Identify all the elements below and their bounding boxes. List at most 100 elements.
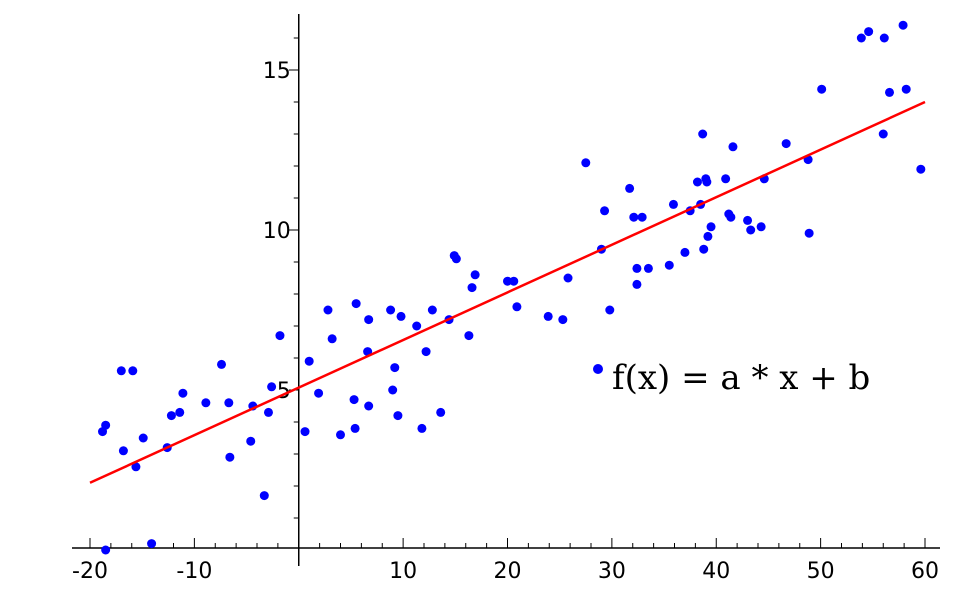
data-point <box>817 84 827 94</box>
data-point <box>246 436 256 446</box>
data-point <box>885 87 895 97</box>
data-point <box>275 331 285 341</box>
data-point <box>386 305 396 315</box>
data-point <box>879 33 889 43</box>
annotation-marker <box>593 364 603 374</box>
data-point <box>692 177 702 187</box>
data-point <box>304 356 314 366</box>
data-point <box>327 334 337 344</box>
data-point <box>421 347 431 357</box>
data-point <box>581 158 591 168</box>
data-points <box>98 20 926 555</box>
annotation-group: f(x) = a * x + b <box>593 358 870 398</box>
data-point <box>393 411 403 421</box>
data-point <box>323 305 333 315</box>
data-point <box>138 433 148 443</box>
fit-line-group <box>89 100 926 484</box>
data-point <box>509 276 519 286</box>
data-point <box>390 363 400 373</box>
data-point <box>118 446 128 456</box>
y-tick-label: 15 <box>263 59 291 84</box>
data-point <box>417 423 427 433</box>
data-point <box>600 206 610 216</box>
x-tick-label: 20 <box>494 559 522 584</box>
data-point <box>706 222 716 232</box>
data-point <box>116 366 126 376</box>
data-point <box>664 260 674 270</box>
data-point <box>804 228 814 238</box>
data-point <box>436 407 446 417</box>
data-point <box>856 33 866 43</box>
data-point <box>878 129 888 139</box>
data-point <box>467 283 477 293</box>
data-point <box>263 407 273 417</box>
fit-annotation: f(x) = a * x + b <box>612 358 870 398</box>
data-point <box>637 212 647 222</box>
data-point <box>300 427 310 437</box>
x-tick-label: 30 <box>598 559 626 584</box>
data-point <box>563 273 573 283</box>
data-point <box>349 395 359 405</box>
data-point <box>901 84 911 94</box>
data-point <box>503 276 512 286</box>
data-point <box>388 385 398 395</box>
data-point <box>702 177 712 187</box>
data-point <box>632 279 642 289</box>
x-tick-label: -20 <box>72 559 108 584</box>
data-point <box>427 305 437 315</box>
data-point <box>680 247 690 257</box>
data-point <box>558 315 568 325</box>
x-tick-label: 50 <box>807 559 835 584</box>
data-point <box>364 401 374 411</box>
x-tick-label: -10 <box>176 559 212 584</box>
data-point <box>721 174 731 184</box>
data-point <box>743 215 753 225</box>
data-point <box>178 388 188 398</box>
data-point <box>101 420 111 430</box>
data-point <box>412 321 422 331</box>
data-point <box>128 366 138 376</box>
data-point <box>726 212 736 222</box>
data-point <box>898 20 908 30</box>
data-point <box>625 183 635 193</box>
data-point <box>259 491 269 501</box>
data-point <box>217 359 227 369</box>
data-point <box>470 270 480 280</box>
data-point <box>632 263 642 273</box>
data-point <box>351 299 361 309</box>
data-point <box>350 423 360 433</box>
axes <box>72 14 940 566</box>
data-point <box>916 164 926 174</box>
data-point <box>224 398 234 408</box>
data-point <box>512 302 522 312</box>
y-tick-label: 5 <box>277 379 291 404</box>
data-point <box>464 331 474 341</box>
data-point <box>864 27 874 37</box>
data-point <box>225 452 235 462</box>
data-point <box>267 382 277 392</box>
x-tick-label: 60 <box>911 559 939 584</box>
data-point <box>746 225 756 235</box>
data-point <box>175 407 185 417</box>
data-point <box>756 222 766 232</box>
data-point <box>699 244 709 254</box>
data-point <box>668 199 678 209</box>
x-tick-label: 10 <box>389 559 417 584</box>
data-point <box>728 142 738 152</box>
data-point <box>451 254 461 264</box>
y-tick-label: 10 <box>263 219 291 244</box>
data-point <box>703 231 713 241</box>
data-point <box>101 545 111 555</box>
data-point <box>201 398 211 408</box>
data-point <box>605 305 615 315</box>
x-tick-label: 40 <box>702 559 730 584</box>
data-point <box>629 212 639 222</box>
tick-labels: -20 -10 10 20 30 40 50 60 5 10 15 <box>72 59 939 584</box>
data-point <box>166 411 176 421</box>
data-point <box>131 462 141 472</box>
data-point <box>364 315 374 325</box>
data-point <box>396 311 406 321</box>
data-point <box>147 539 157 549</box>
data-point <box>543 311 553 321</box>
